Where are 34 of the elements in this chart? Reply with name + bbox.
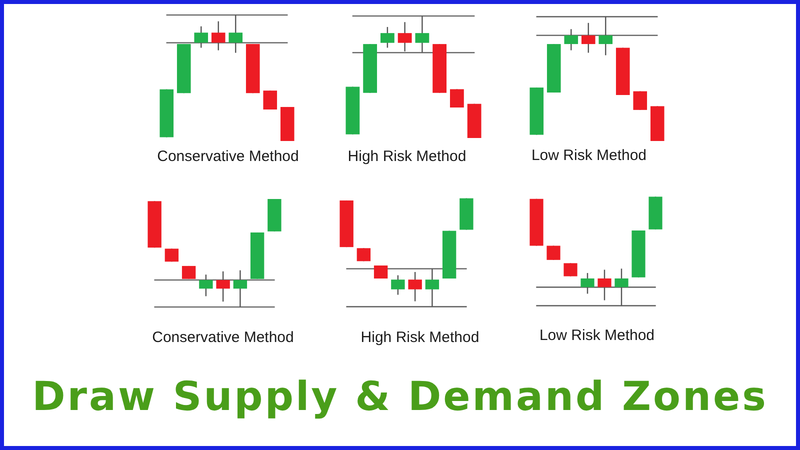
candlestick [408,271,422,302]
candlestick [564,28,578,51]
candlestick [546,245,560,261]
candlestick [233,270,248,308]
text: High Risk Method [360,329,480,346]
candlestick [598,16,613,56]
candlestick [228,14,243,54]
candlestick [380,26,394,48]
text: Conservative Method [157,148,299,165]
candlestick [581,22,596,54]
candlestick [598,269,612,301]
candlestick [564,262,578,277]
text: Draw Supply & Demand Zones [32,374,768,420]
candlestick [211,20,226,51]
candlestick [263,90,278,110]
candlestick [199,274,213,297]
text: High Risk Method [348,148,466,165]
candlestick [580,272,594,294]
candlestick [450,88,464,108]
candlestick [374,264,388,280]
candlestick [182,265,196,280]
text: Low Risk Method [539,327,655,344]
candlestick [415,15,430,54]
candlestick [194,26,208,48]
candlestick [356,248,371,262]
text: Low Risk Method [531,147,647,164]
text: Conservative Method [152,329,294,346]
candlestick [398,22,412,52]
candlestick [391,274,405,296]
candlestick [164,248,179,262]
candlestick [614,268,628,306]
candlestick [216,270,230,302]
candlestick [633,90,648,111]
candlestick [425,268,440,308]
